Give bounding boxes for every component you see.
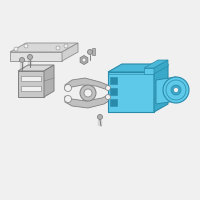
Circle shape bbox=[174, 88, 179, 92]
Circle shape bbox=[64, 96, 72, 102]
Circle shape bbox=[20, 58, 24, 62]
Polygon shape bbox=[21, 86, 41, 91]
Circle shape bbox=[64, 84, 72, 92]
Circle shape bbox=[166, 80, 186, 100]
Circle shape bbox=[84, 89, 92, 97]
Circle shape bbox=[171, 85, 181, 95]
Polygon shape bbox=[154, 64, 168, 112]
Circle shape bbox=[80, 85, 96, 101]
Polygon shape bbox=[62, 43, 78, 61]
Circle shape bbox=[24, 44, 28, 48]
Polygon shape bbox=[80, 55, 88, 64]
Circle shape bbox=[106, 95, 110, 99]
Polygon shape bbox=[156, 77, 176, 104]
Polygon shape bbox=[144, 60, 168, 68]
Polygon shape bbox=[18, 65, 54, 71]
Polygon shape bbox=[92, 48, 95, 55]
Polygon shape bbox=[110, 88, 117, 95]
Circle shape bbox=[163, 77, 189, 103]
Polygon shape bbox=[21, 76, 41, 81]
Polygon shape bbox=[65, 94, 112, 108]
Polygon shape bbox=[108, 64, 168, 72]
Polygon shape bbox=[18, 71, 44, 97]
Circle shape bbox=[28, 54, 32, 60]
Polygon shape bbox=[10, 52, 62, 61]
Polygon shape bbox=[44, 65, 54, 97]
Polygon shape bbox=[10, 43, 78, 52]
Circle shape bbox=[64, 44, 68, 48]
Polygon shape bbox=[110, 77, 117, 84]
Polygon shape bbox=[108, 72, 154, 112]
Polygon shape bbox=[154, 60, 168, 74]
Circle shape bbox=[56, 46, 60, 50]
Circle shape bbox=[14, 47, 18, 51]
Polygon shape bbox=[144, 68, 154, 74]
Circle shape bbox=[98, 114, 102, 119]
Circle shape bbox=[106, 86, 110, 90]
Circle shape bbox=[88, 49, 92, 54]
Circle shape bbox=[82, 58, 86, 62]
Polygon shape bbox=[110, 99, 117, 106]
Polygon shape bbox=[65, 78, 110, 90]
